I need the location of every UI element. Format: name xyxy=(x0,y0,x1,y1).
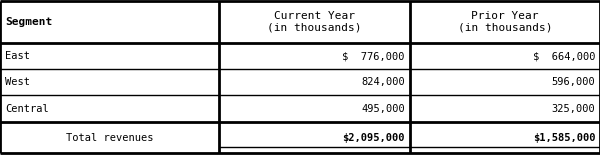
Text: West: West xyxy=(5,77,30,87)
Text: Current Year
(in thousands): Current Year (in thousands) xyxy=(267,11,362,33)
Text: 596,000: 596,000 xyxy=(551,77,595,87)
Text: $1,585,000: $1,585,000 xyxy=(533,133,595,142)
Text: $  664,000: $ 664,000 xyxy=(533,51,595,61)
Text: $  776,000: $ 776,000 xyxy=(343,51,405,61)
Text: $2,095,000: $2,095,000 xyxy=(343,133,405,142)
Text: 495,000: 495,000 xyxy=(361,104,405,114)
Text: 824,000: 824,000 xyxy=(361,77,405,87)
Text: 325,000: 325,000 xyxy=(551,104,595,114)
Text: Prior Year
(in thousands): Prior Year (in thousands) xyxy=(458,11,552,33)
Text: East: East xyxy=(5,51,30,61)
Text: Segment: Segment xyxy=(5,17,52,27)
Text: Central: Central xyxy=(5,104,49,114)
Text: Total revenues: Total revenues xyxy=(66,133,153,142)
